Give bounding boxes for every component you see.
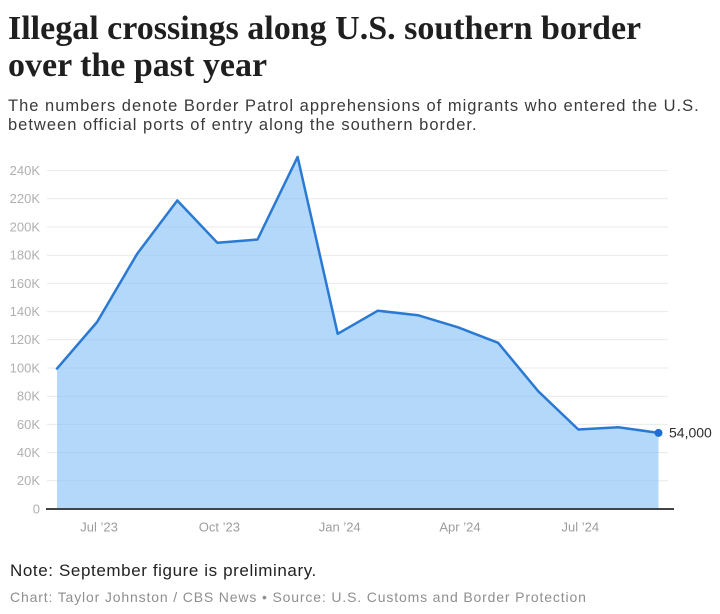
- svg-text:54,000: 54,000: [669, 425, 712, 441]
- svg-text:Jul ’23: Jul ’23: [80, 520, 118, 535]
- svg-text:100K: 100K: [10, 360, 41, 375]
- svg-text:240K: 240K: [10, 163, 41, 178]
- svg-text:0: 0: [33, 501, 40, 516]
- svg-text:140K: 140K: [10, 304, 41, 319]
- svg-text:40K: 40K: [17, 445, 40, 460]
- svg-text:80K: 80K: [17, 389, 40, 404]
- svg-text:Apr ’24: Apr ’24: [439, 520, 480, 535]
- svg-text:Jul ’24: Jul ’24: [562, 520, 600, 535]
- svg-text:20K: 20K: [17, 473, 40, 488]
- svg-text:180K: 180K: [10, 248, 41, 263]
- svg-text:60K: 60K: [17, 417, 40, 432]
- svg-text:200K: 200K: [10, 219, 41, 234]
- svg-text:220K: 220K: [10, 191, 41, 206]
- svg-text:Jan ’24: Jan ’24: [319, 520, 361, 535]
- svg-text:120K: 120K: [10, 332, 41, 347]
- svg-text:Oct ’23: Oct ’23: [199, 520, 240, 535]
- svg-text:160K: 160K: [10, 276, 41, 291]
